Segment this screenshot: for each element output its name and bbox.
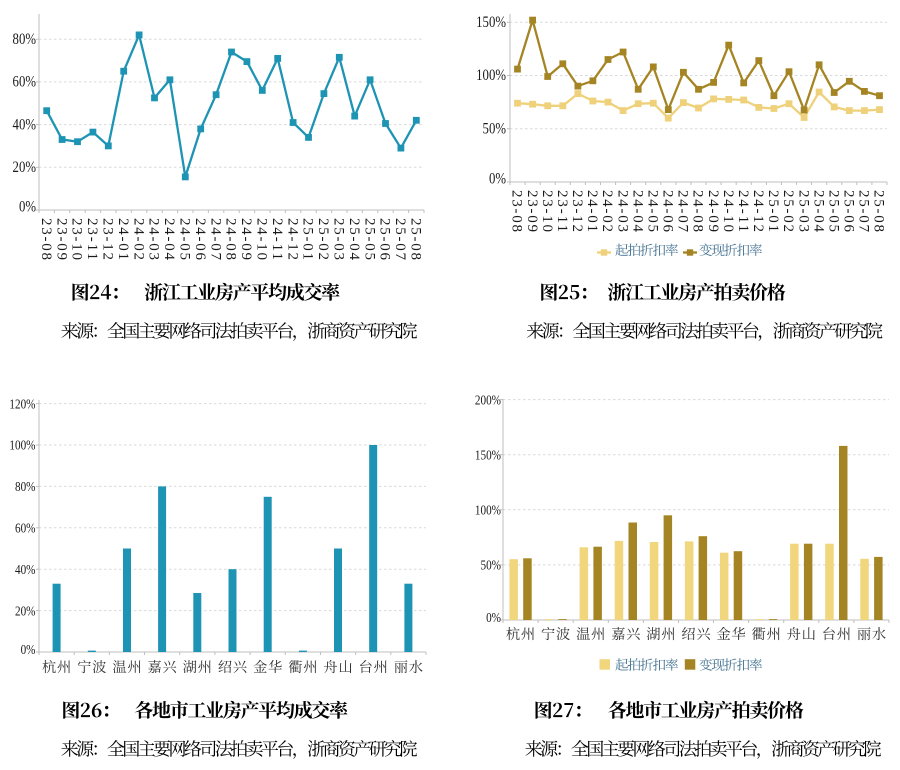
svg-text:25-08: 25-08 (408, 218, 424, 260)
svg-text:24-12: 24-12 (284, 218, 300, 260)
svg-text:40%: 40% (15, 562, 36, 577)
svg-text:23-10: 23-10 (539, 190, 555, 232)
svg-text:100%: 100% (475, 502, 501, 517)
svg-text:24-09: 24-09 (705, 190, 721, 232)
svg-text:100%: 100% (476, 67, 506, 85)
svg-text:80%: 80% (13, 31, 36, 49)
svg-text:0%: 0% (21, 642, 36, 657)
svg-text:24-04: 24-04 (629, 190, 645, 233)
svg-text:24-01: 24-01 (115, 218, 131, 260)
svg-text:24-02: 24-02 (599, 190, 615, 232)
svg-text:23-12: 23-12 (569, 190, 585, 232)
svg-text:80%: 80% (15, 479, 36, 494)
svg-text:100%: 100% (9, 438, 35, 453)
svg-text:24-03: 24-03 (614, 190, 630, 232)
svg-text:60%: 60% (15, 520, 36, 535)
svg-text:25-04: 25-04 (810, 190, 826, 233)
svg-text:24-12: 24-12 (750, 190, 766, 232)
svg-text:25-01: 25-01 (300, 218, 316, 260)
svg-text:24-06: 24-06 (192, 218, 208, 261)
svg-text:24-07: 24-07 (207, 218, 223, 261)
svg-text:24-02: 24-02 (130, 218, 146, 260)
svg-text:23-08: 23-08 (509, 190, 525, 232)
svg-text:23-08: 23-08 (38, 218, 54, 260)
svg-text:25-03: 25-03 (795, 190, 811, 232)
svg-text:25-02: 25-02 (315, 218, 331, 260)
svg-text:25-04: 25-04 (346, 218, 362, 261)
svg-text:24-06: 24-06 (660, 190, 676, 233)
svg-text:23-11: 23-11 (84, 218, 100, 260)
svg-text:24-07: 24-07 (675, 190, 691, 233)
svg-text:24-09: 24-09 (238, 218, 254, 260)
svg-text:24-11: 24-11 (269, 218, 285, 260)
svg-text:25-06: 25-06 (377, 218, 393, 261)
svg-text:24-11: 24-11 (735, 190, 751, 232)
svg-text:150%: 150% (476, 14, 506, 32)
svg-text:120%: 120% (9, 396, 35, 411)
svg-text:23-10: 23-10 (69, 218, 85, 260)
svg-text:23-09: 23-09 (53, 218, 69, 260)
svg-text:20%: 20% (13, 159, 36, 177)
svg-text:24-05: 24-05 (177, 218, 193, 260)
svg-text:25-03: 25-03 (331, 218, 347, 260)
svg-text:150%: 150% (475, 447, 501, 462)
svg-text:24-01: 24-01 (584, 190, 600, 232)
svg-text:25-01: 25-01 (765, 190, 781, 232)
svg-text:25-05: 25-05 (825, 190, 841, 232)
svg-text:40%: 40% (13, 116, 36, 134)
svg-text:25-06: 25-06 (841, 190, 857, 233)
svg-text:0%: 0% (489, 170, 506, 188)
svg-text:24-03: 24-03 (146, 218, 162, 260)
svg-text:24-10: 24-10 (254, 218, 270, 260)
svg-text:200%: 200% (475, 392, 501, 407)
svg-text:25-02: 25-02 (780, 190, 796, 232)
svg-text:60%: 60% (13, 73, 36, 91)
svg-text:25-07: 25-07 (856, 190, 872, 233)
svg-text:20%: 20% (15, 603, 36, 618)
svg-text:50%: 50% (483, 120, 506, 138)
svg-text:23-09: 23-09 (524, 190, 540, 232)
svg-text:24-04: 24-04 (161, 218, 177, 261)
svg-text:24-05: 24-05 (645, 190, 661, 232)
svg-text:23-12: 23-12 (100, 218, 116, 260)
svg-text:0%: 0% (486, 610, 501, 625)
svg-text:50%: 50% (481, 557, 502, 572)
svg-text:25-05: 25-05 (361, 218, 377, 260)
svg-text:25-08: 25-08 (871, 190, 887, 232)
svg-text:25-07: 25-07 (392, 218, 408, 261)
svg-text:23-11: 23-11 (554, 190, 570, 232)
svg-text:24-10: 24-10 (720, 190, 736, 232)
svg-text:24-08: 24-08 (223, 218, 239, 260)
svg-text:24-08: 24-08 (690, 190, 706, 232)
svg-text:0%: 0% (19, 198, 36, 216)
